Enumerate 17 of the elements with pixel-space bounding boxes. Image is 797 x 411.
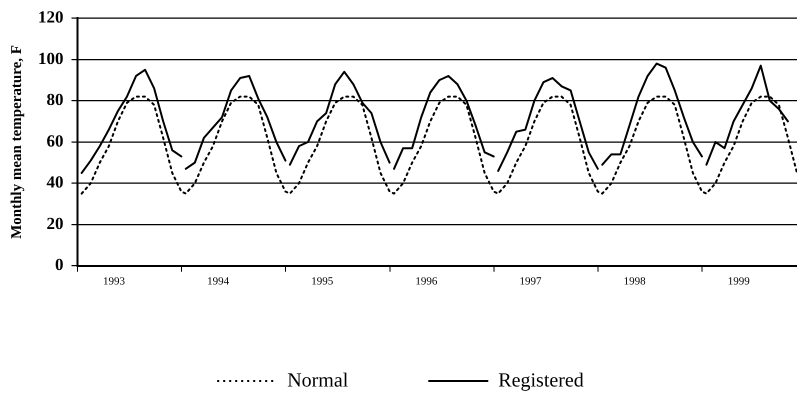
x-tick-label: 1998 bbox=[624, 275, 646, 288]
x-tick-label: 1995 bbox=[311, 275, 334, 288]
y-tick-label: 40 bbox=[46, 172, 64, 192]
legend-label: Registered bbox=[498, 369, 584, 392]
y-tick-label: 60 bbox=[46, 131, 64, 150]
y-tick-label: 120 bbox=[38, 8, 64, 27]
y-tick-label: 80 bbox=[46, 90, 64, 110]
y-tick-label: 100 bbox=[38, 48, 64, 68]
legend-label: Normal bbox=[287, 369, 349, 392]
x-tick-label: 1999 bbox=[728, 275, 750, 288]
x-tick-label: 1994 bbox=[207, 275, 230, 288]
x-tick-label: 1996 bbox=[415, 275, 438, 288]
x-tick-label: 1997 bbox=[519, 275, 542, 288]
y-tick-label: 0 bbox=[55, 255, 64, 274]
y-axis-title: Monthly mean temperature, F bbox=[8, 45, 25, 239]
y-tick-label: 20 bbox=[46, 214, 64, 233]
x-tick-label: 1993 bbox=[102, 275, 126, 288]
